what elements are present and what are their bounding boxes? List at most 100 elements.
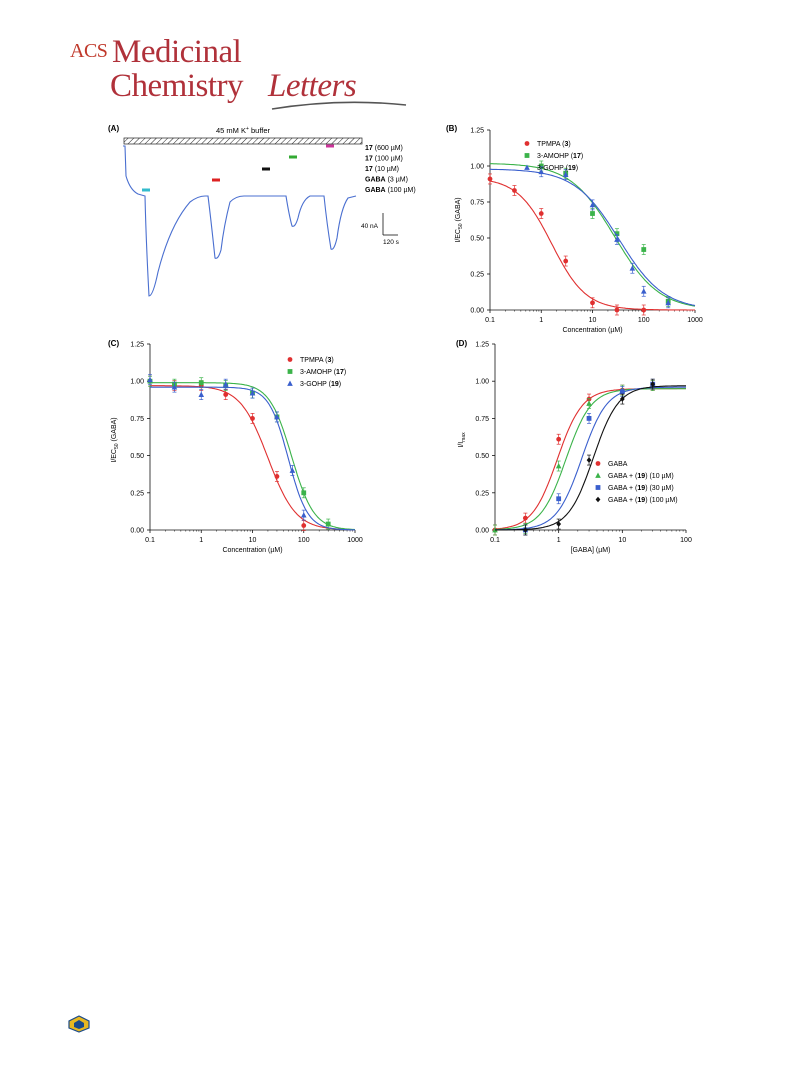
acs-hexagon-icon	[68, 1015, 90, 1033]
panel-label: (B)	[446, 124, 457, 133]
legend-marker	[595, 472, 601, 478]
data-point	[614, 231, 620, 237]
y-tick-label: 0.00	[475, 528, 489, 535]
y-tick-label: 0.25	[130, 490, 144, 497]
y-axis-label: I/EC50 (GABA)	[111, 417, 120, 462]
x-axis-label: Concentration (µM)	[222, 547, 282, 554]
data-point	[198, 391, 205, 397]
x-tick-label: 10	[618, 537, 626, 544]
y-axis-label: I/Imax	[458, 432, 467, 448]
legend-marker	[595, 496, 601, 503]
fit-curve	[150, 382, 356, 531]
y-tick-label: 0.00	[130, 528, 144, 535]
data-point	[619, 389, 625, 395]
data-point	[641, 247, 647, 252]
legend-label: GABA	[608, 461, 628, 468]
data-point	[640, 288, 647, 294]
legend-label: 3-AMOHP (17)	[537, 153, 583, 160]
y-tick-label: 0.25	[470, 272, 484, 279]
x-tick-label: 1000	[347, 537, 363, 544]
data-point	[301, 490, 307, 496]
data-point	[586, 457, 592, 463]
data-point	[614, 307, 620, 313]
legend-marker	[595, 461, 601, 466]
x-tick-label: 100	[638, 317, 650, 324]
logo-acs: ACS	[70, 40, 108, 62]
panel-a: (A) 45 mM K+ buffer 17 (600 µM) 17 (100 µM)…	[108, 124, 416, 297]
scale-time-label: 120 s	[383, 239, 400, 246]
legend-marker	[524, 164, 530, 170]
trace-legend-label: GABA (3 µM)	[365, 177, 408, 184]
x-tick-label: 1	[557, 537, 561, 544]
series: 3-GOHP (19)	[490, 164, 696, 309]
legend-label: 3-GOHP (19)	[537, 165, 578, 172]
data-point	[555, 463, 562, 469]
trace-legend-label: 17 (100 µM)	[365, 156, 403, 163]
legend-label: 3-GOHP (19)	[300, 381, 341, 388]
panel-label: (C)	[108, 339, 119, 348]
legend-label: TPMPA (3)	[300, 357, 334, 364]
logo-line2: Chemistry	[110, 68, 244, 104]
x-tick-label: 1	[199, 537, 203, 544]
data-point	[629, 265, 636, 271]
trace-legend-label: 17 (10 µM)	[365, 166, 399, 173]
journal-logo: ACS Medicinal Chemistry Letters	[70, 34, 407, 110]
data-point	[198, 380, 204, 386]
data-point	[586, 416, 592, 421]
data-point	[614, 236, 620, 242]
data-point	[590, 300, 595, 306]
fit-curve	[490, 163, 696, 307]
y-tick-label: 1.00	[130, 379, 144, 386]
panel-label: (D)	[456, 339, 467, 348]
data-point	[563, 258, 569, 264]
legend-marker	[287, 369, 293, 374]
buffer-bar	[123, 137, 363, 145]
x-tick-label: 10	[249, 537, 257, 544]
fit-curve	[495, 388, 686, 531]
x-tick-label: 0.1	[145, 537, 155, 544]
data-point	[274, 474, 280, 479]
data-point	[562, 171, 569, 178]
legend-label: GABA + (19) (100 µM)	[608, 497, 678, 504]
data-point	[223, 392, 229, 397]
data-point	[589, 201, 596, 208]
data-point	[512, 188, 517, 193]
series: 3-AMOHP (17)	[490, 153, 696, 307]
buffer-label: 45 mM K+ buffer	[216, 126, 271, 135]
data-point	[556, 521, 562, 527]
x-tick-label: 0.1	[485, 317, 495, 324]
x-tick-label: 1	[539, 317, 543, 324]
y-tick-label: 0.75	[130, 416, 144, 423]
data-point	[249, 390, 256, 396]
y-tick-label: 0.75	[475, 416, 489, 423]
fit-curve	[490, 168, 696, 307]
application-mark	[326, 144, 334, 148]
data-point	[222, 381, 229, 387]
application-mark	[289, 155, 297, 159]
logo-letters: Letters	[268, 68, 357, 104]
current-trace	[123, 145, 357, 297]
legend-marker	[524, 141, 530, 146]
legend-marker	[595, 485, 601, 490]
legend-marker	[287, 357, 293, 362]
y-axis-label: I/EC50 (GABA)	[455, 197, 464, 242]
y-tick-label: 0.75	[470, 200, 484, 207]
scale-current-label: 40 nA	[361, 223, 379, 230]
chart-panel: (C) 0.00 0.25 0.50 0.75 1.00 1.25 0.1 1 10 100 1000…	[108, 339, 363, 554]
data-point	[556, 496, 562, 502]
data-point	[538, 168, 545, 175]
legend-label: TPMPA (3)	[537, 141, 571, 148]
x-tick-label: 0.1	[490, 537, 500, 544]
application-mark	[142, 188, 150, 192]
data-point	[650, 381, 656, 387]
data-point	[301, 523, 307, 528]
data-point	[171, 384, 178, 390]
data-point	[641, 307, 647, 313]
panel-label: (A)	[108, 124, 119, 133]
data-point	[538, 163, 544, 169]
y-tick-label: 1.00	[475, 379, 489, 386]
y-tick-label: 0.50	[470, 236, 484, 243]
x-tick-label: 1000	[687, 317, 703, 324]
y-tick-label: 1.25	[130, 342, 144, 349]
